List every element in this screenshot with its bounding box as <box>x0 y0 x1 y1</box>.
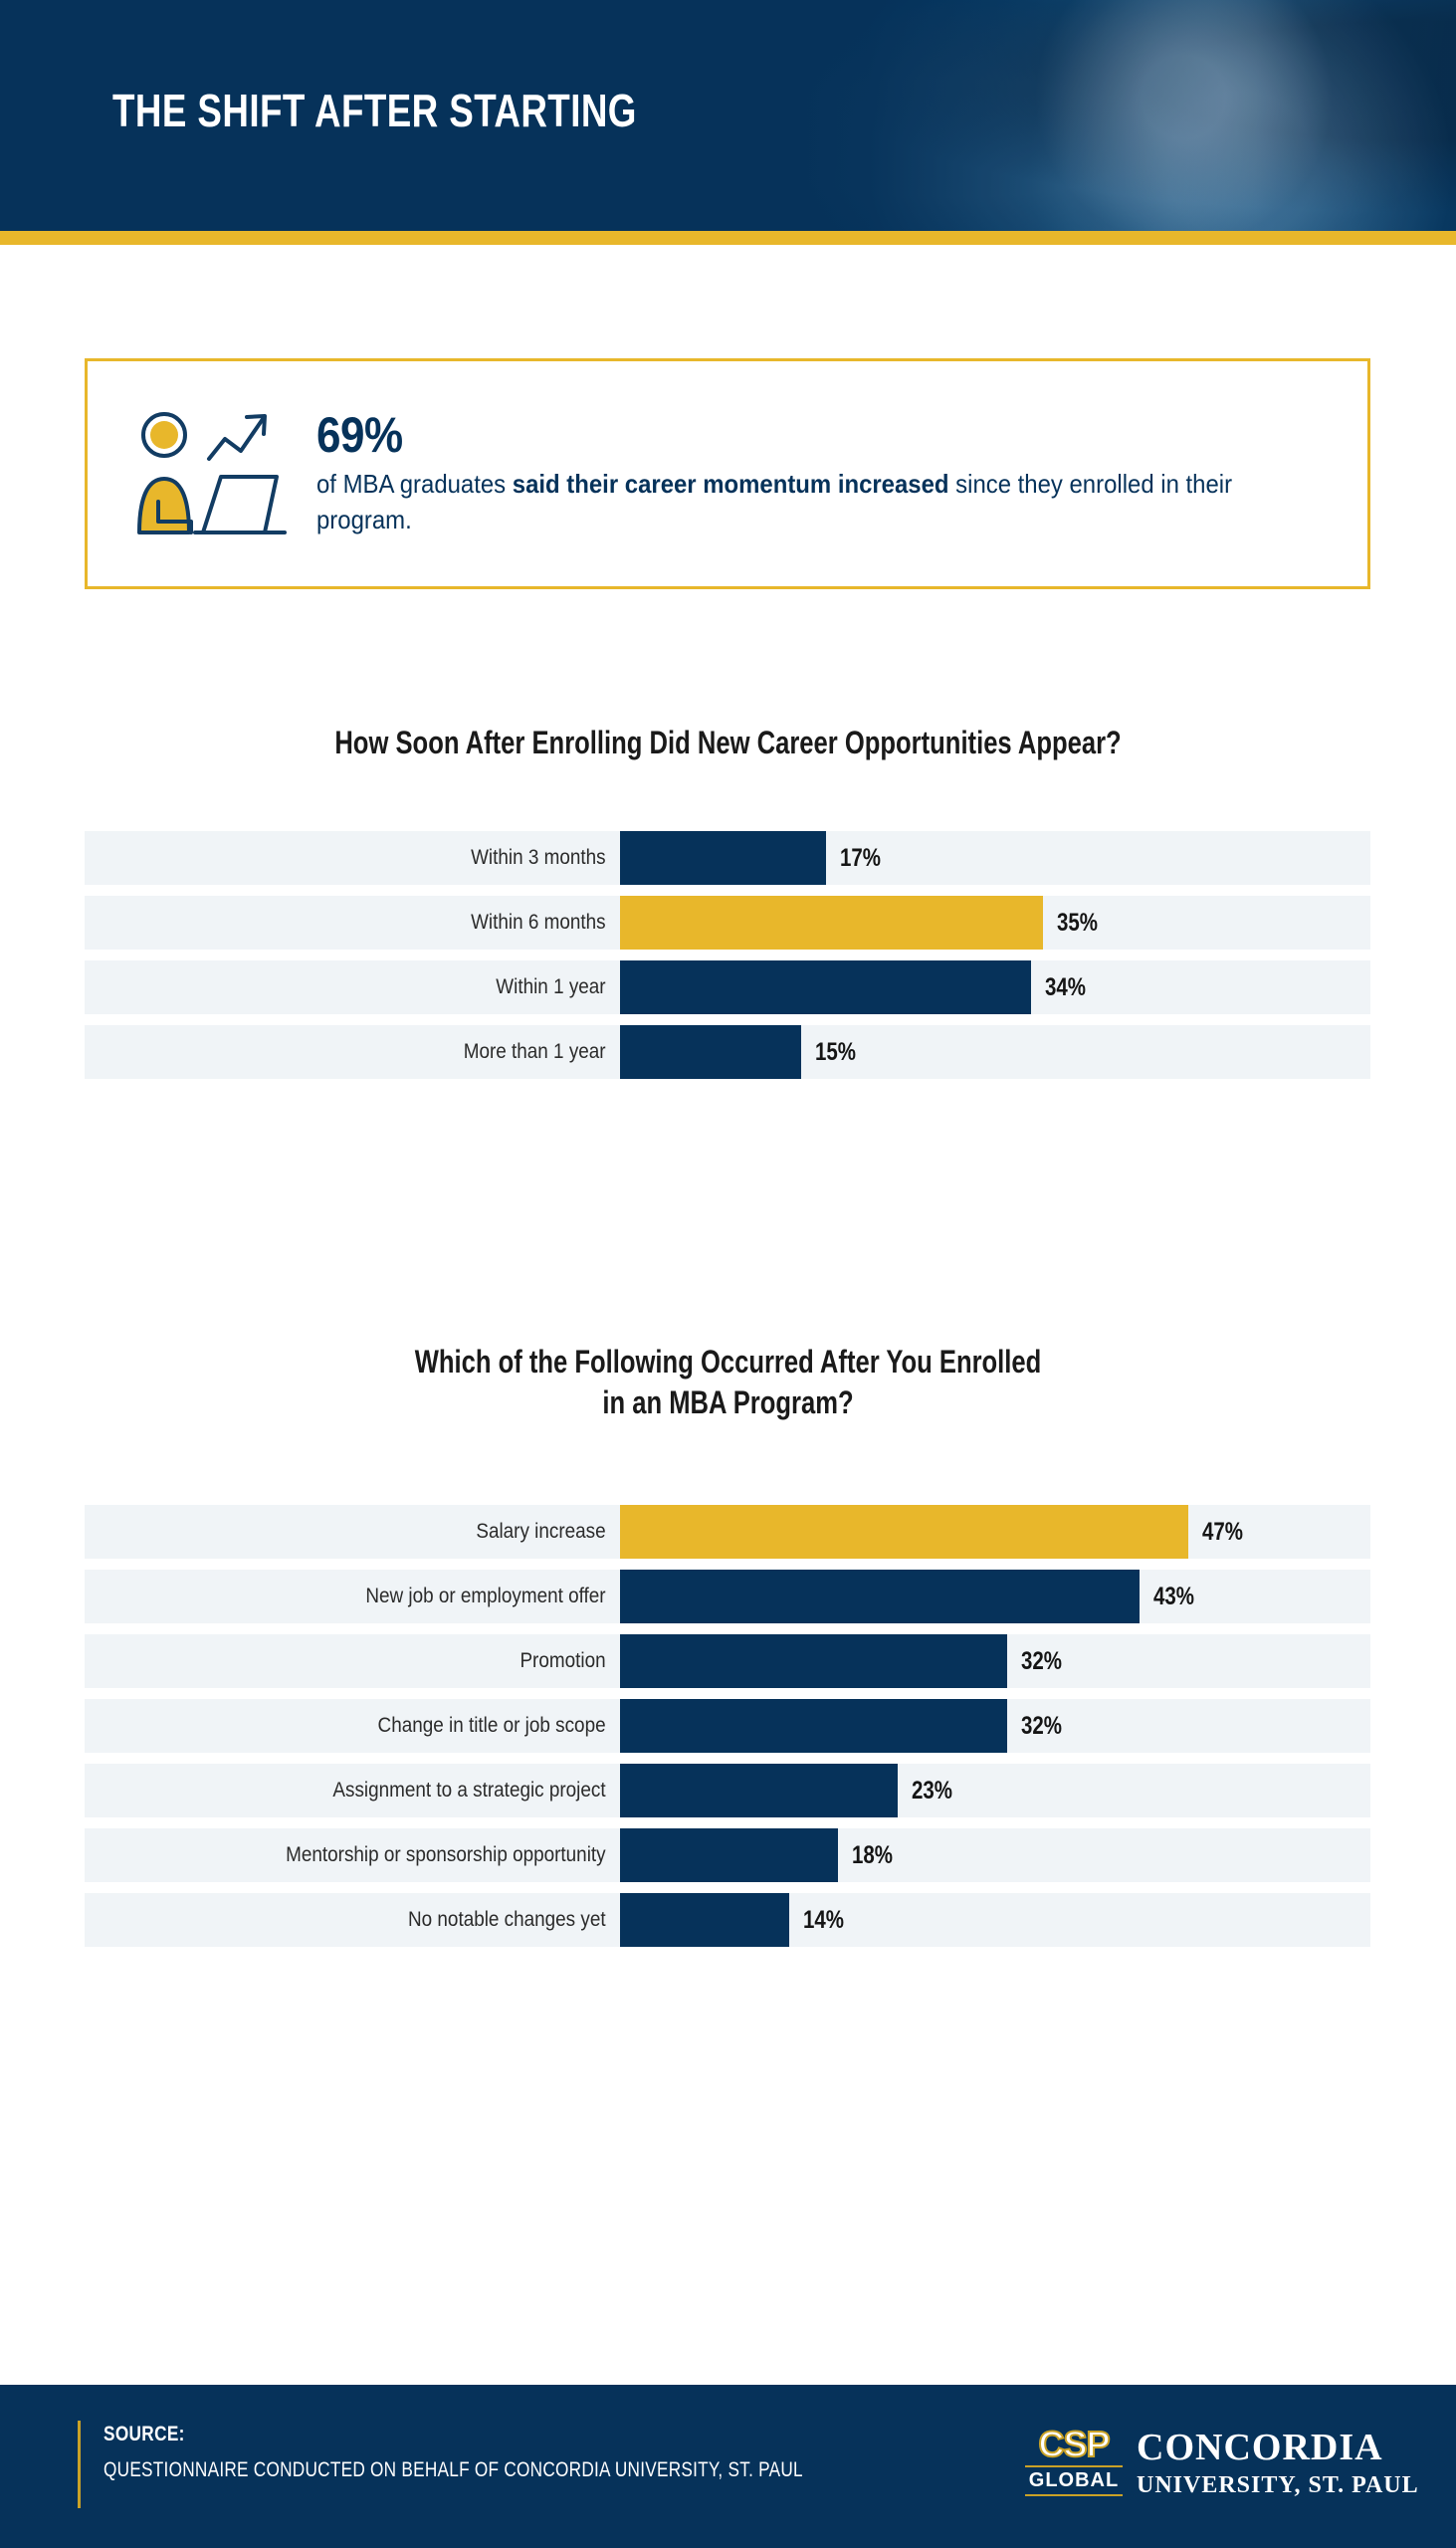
bar-row: Within 1 year 34% <box>85 960 1370 1014</box>
bar-row: Mentorship or sponsorship opportunity 18% <box>85 1828 1370 1882</box>
bar-row: Within 6 months 35% <box>85 896 1370 950</box>
bar-fill <box>620 1634 1007 1688</box>
bar-value-label: 34% <box>1045 972 1087 1001</box>
bar-value-label: 32% <box>1020 1646 1062 1675</box>
chart-2-bars: Salary increase 47% New job or employment … <box>85 1505 1370 1958</box>
bar-track: 47% <box>620 1505 1370 1559</box>
bar-row: Assignment to a strategic project 23% <box>85 1764 1370 1817</box>
stat-text-lead: of MBA graduates <box>316 469 513 500</box>
bar-value-label: 32% <box>1020 1711 1062 1740</box>
chart-1-bars: Within 3 months 17% Within 6 months 35% With… <box>85 831 1370 1090</box>
bar-value-label: 43% <box>1153 1582 1195 1610</box>
bar-fill <box>620 1828 838 1882</box>
csp-wordmark: CSP <box>1037 2424 1111 2464</box>
bar-fill <box>620 896 1044 950</box>
footer-accent-rule <box>78 2421 81 2508</box>
bar-row-label: More than 1 year <box>463 1040 606 1063</box>
csp-mark-block: CSP GLOBAL <box>1025 2424 1123 2496</box>
bar-row-label: Salary increase <box>476 1520 606 1543</box>
chart-1-title: How Soon After Enrolling Did New Career … <box>334 725 1122 760</box>
bar-row-label: Within 3 months <box>471 846 606 869</box>
bar-track: 23% <box>620 1764 1370 1817</box>
person-at-laptop-with-growth-arrow-icon <box>88 407 316 541</box>
page-header: THE SHIFT AFTER STARTING <box>0 0 1456 231</box>
bar-track: 32% <box>620 1699 1370 1753</box>
header-gold-accent-bar <box>0 231 1456 245</box>
bar-track: 18% <box>620 1828 1370 1882</box>
bar-row: No notable changes yet 14% <box>85 1893 1370 1947</box>
bar-track: 14% <box>620 1893 1370 1947</box>
bar-track: 34% <box>620 960 1370 1014</box>
bar-row-label: Within 1 year <box>496 975 606 998</box>
stat-callout-box: 69% of MBA graduates said their career m… <box>85 358 1370 589</box>
stat-text-tail: since they enrolled in their program. <box>316 469 1233 535</box>
bar-row: Promotion 32% <box>85 1634 1370 1688</box>
source-label: SOURCE: <box>104 2423 185 2445</box>
bar-value-label: 23% <box>912 1776 953 1805</box>
university-name-line-1: CONCORDIA <box>1137 2427 1383 2468</box>
bar-value-label: 18% <box>851 1840 893 1869</box>
bar-row-label: New job or employment offer <box>365 1585 606 1607</box>
university-name-line-2: UNIVERSITY, ST. PAUL <box>1137 2472 1419 2498</box>
csp-global-label: GLOBAL <box>1028 2469 1120 2491</box>
bar-track: 15% <box>620 1025 1370 1079</box>
chart-2-title-line-2: in an MBA Program? <box>602 1383 854 1420</box>
bar-value-label: 47% <box>1202 1517 1244 1546</box>
bar-track: 35% <box>620 896 1370 950</box>
bar-fill <box>620 1699 1007 1753</box>
bar-row-label: Mentorship or sponsorship opportunity <box>286 1843 606 1866</box>
bar-fill <box>620 1025 802 1079</box>
bar-row-label: Promotion <box>520 1649 606 1672</box>
bar-value-label: 17% <box>839 843 881 872</box>
bar-row-label: Assignment to a strategic project <box>332 1779 606 1802</box>
bar-row: More than 1 year 15% <box>85 1025 1370 1079</box>
bar-row: New job or employment offer 43% <box>85 1570 1370 1623</box>
stat-description: of MBA graduates said their career momen… <box>316 467 1312 538</box>
page-footer: SOURCE: QUESTIONNAIRE CONDUCTED ON BEHAL… <box>0 2385 1456 2548</box>
bar-fill <box>620 831 826 885</box>
csp-rule-top <box>1025 2465 1123 2467</box>
bar-row-label: No notable changes yet <box>408 1908 606 1931</box>
chart-2-title: Which of the Following Occurred After Yo… <box>145 1342 1310 1423</box>
stat-callout-text: 69% of MBA graduates said their career m… <box>316 409 1367 538</box>
bar-row-label: Change in title or job scope <box>377 1714 606 1737</box>
bar-value-label: 15% <box>815 1037 857 1066</box>
header-photo-woman-smiling <box>739 0 1456 231</box>
bar-row: Change in title or job scope 32% <box>85 1699 1370 1753</box>
bar-row: Salary increase 47% <box>85 1505 1370 1559</box>
bar-track: 43% <box>620 1570 1370 1623</box>
university-name-block: CONCORDIA UNIVERSITY, ST. PAUL <box>1137 2427 1419 2498</box>
bar-row: Within 3 months 17% <box>85 831 1370 885</box>
csp-global-logo: CSP GLOBAL CONCORDIA UNIVERSITY, ST. PAU… <box>1025 2424 1419 2498</box>
csp-rule-bottom <box>1025 2494 1123 2496</box>
bar-fill <box>620 1764 899 1817</box>
bar-fill <box>620 1570 1141 1623</box>
stat-text-emphasis: said their career momentum increased <box>512 469 949 500</box>
bar-row-label: Within 6 months <box>471 911 606 934</box>
bar-track: 32% <box>620 1634 1370 1688</box>
bar-track: 17% <box>620 831 1370 885</box>
bar-fill <box>620 1505 1189 1559</box>
bar-value-label: 14% <box>803 1905 845 1934</box>
chart-2-title-line-1: Which of the Following Occurred After Yo… <box>414 1344 1042 1380</box>
bar-fill <box>620 1893 790 1947</box>
source-text: QUESTIONNAIRE CONDUCTED ON BEHALF OF CON… <box>104 2458 803 2481</box>
bar-value-label: 35% <box>1057 908 1099 937</box>
stat-percentage: 69% <box>316 406 403 463</box>
bar-fill <box>620 960 1032 1014</box>
footer-source-block: SOURCE: QUESTIONNAIRE CONDUCTED ON BEHAL… <box>104 2423 956 2482</box>
page-title: THE SHIFT AFTER STARTING <box>112 85 637 136</box>
